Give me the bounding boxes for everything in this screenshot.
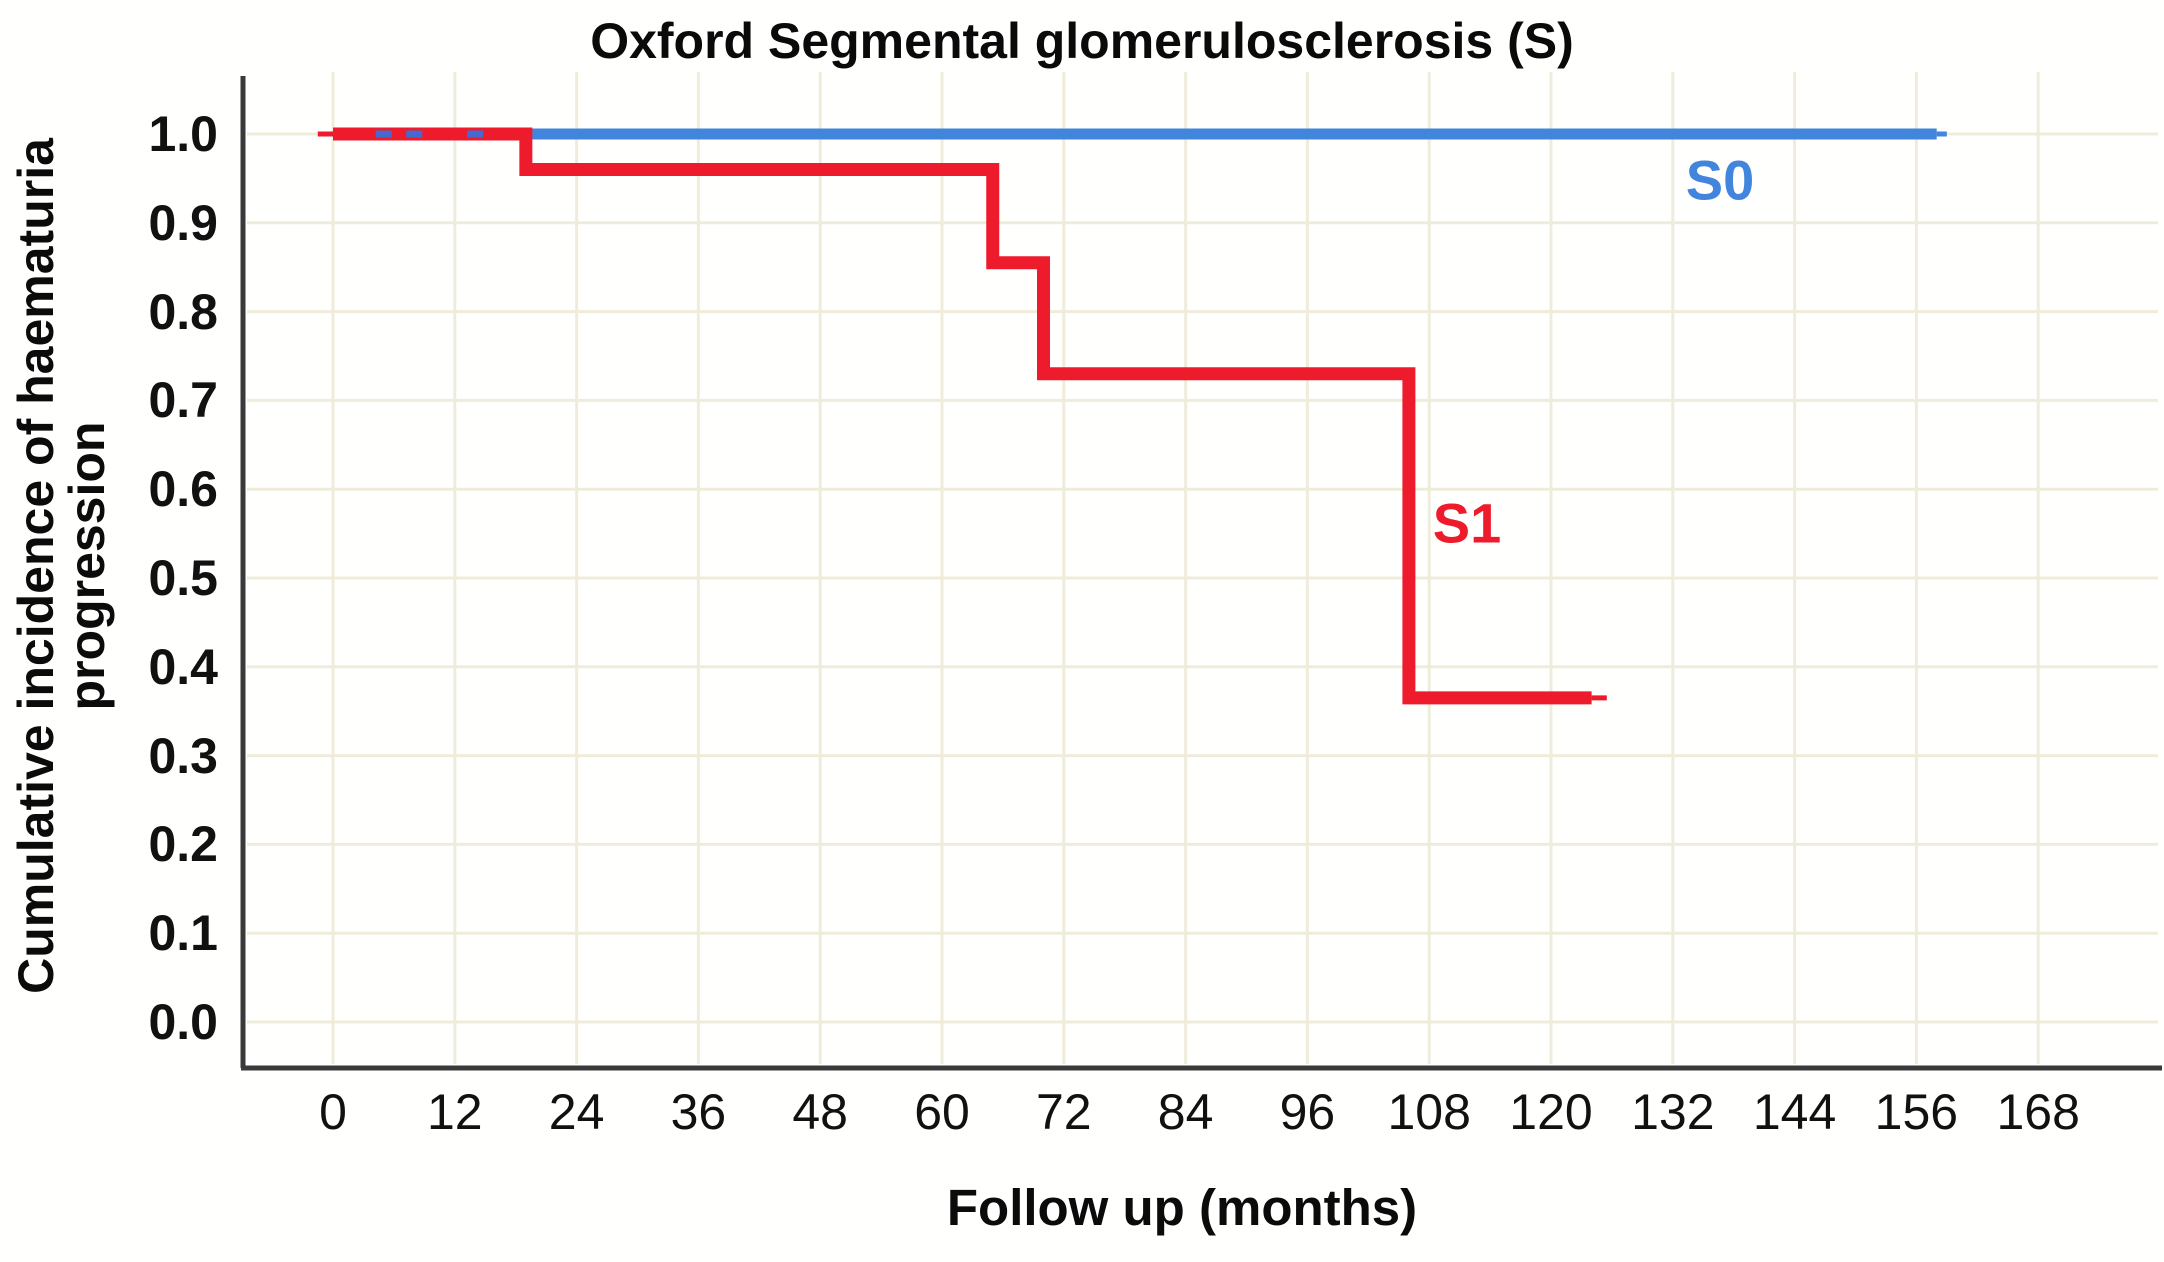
y-tick-label: 0.3	[148, 727, 218, 784]
y-tick-label: 0.8	[148, 283, 218, 340]
x-tick-label: 72	[1035, 1084, 1092, 1140]
s1-step-curve	[333, 127, 1592, 705]
x-tick-label: 156	[1874, 1084, 1959, 1140]
y-tick-label: 0.6	[148, 461, 218, 518]
y-tick-label: 0.9	[148, 194, 218, 251]
x-axis-title: Follow up (months)	[946, 1179, 1418, 1236]
series-label-s0: S0	[1685, 148, 1755, 212]
x-tick-label: 24	[548, 1084, 605, 1140]
y-tick-label: 0.2	[148, 816, 218, 873]
x-tick-label: 0	[319, 1084, 347, 1140]
y-tick-label: 0.0	[148, 994, 218, 1050]
x-tick-label: 144	[1752, 1084, 1837, 1140]
y-axis-title-line1: Cumulative incidence of haematuria	[8, 138, 64, 994]
y-tick-label: 1.0	[148, 106, 218, 162]
y-tick-label: 0.4	[148, 638, 218, 695]
s0-censor-mark	[467, 130, 484, 138]
s0-censor-mark	[375, 130, 392, 138]
x-tick-label: 48	[792, 1084, 848, 1140]
x-tick-label: 96	[1279, 1084, 1336, 1140]
y-tick-label: 0.1	[148, 905, 218, 962]
chart-title: Oxford Segmental glomerulosclerosis (S)	[590, 13, 1574, 69]
x-tick-label: 120	[1509, 1084, 1593, 1140]
y-tick-label: 0.7	[148, 372, 218, 429]
x-tick-label: 108	[1387, 1084, 1471, 1140]
x-tick-label: 60	[914, 1084, 970, 1140]
x-tick-label: 132	[1631, 1084, 1715, 1140]
x-tick-label: 84	[1157, 1084, 1214, 1140]
s0-censor-mark	[406, 130, 423, 138]
x-tick-label: 168	[1996, 1084, 2080, 1140]
series-label-s1: S1	[1432, 491, 1502, 555]
x-tick-label: 36	[670, 1084, 727, 1140]
x-tick-label: 12	[426, 1084, 483, 1140]
y-tick-label: 0.5	[148, 550, 218, 606]
